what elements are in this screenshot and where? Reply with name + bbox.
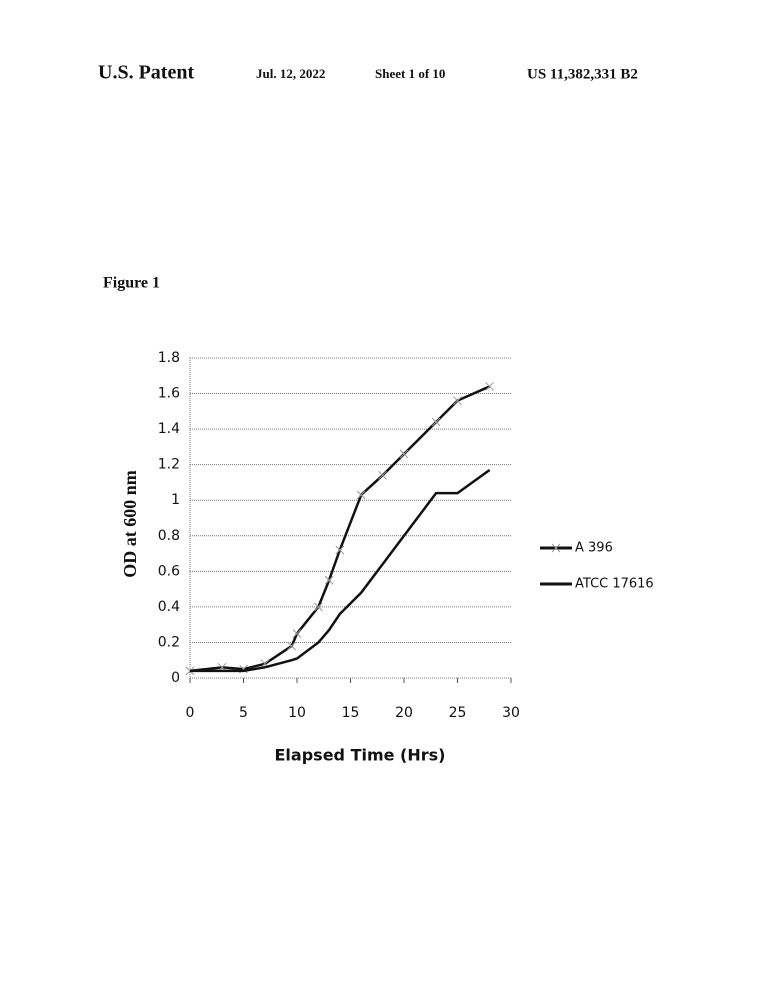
header-number: US 11,382,331 B2 xyxy=(527,66,638,82)
y-tick-label: 0.2 xyxy=(158,634,180,650)
series-marker xyxy=(379,471,387,479)
y-tick-label: 0 xyxy=(171,670,180,686)
x-tick-label: 0 xyxy=(186,705,195,721)
x-tick-label: 25 xyxy=(449,705,467,721)
header-left: U.S. Patent xyxy=(98,62,194,84)
series-marker xyxy=(432,418,440,426)
figure-label: Figure 1 xyxy=(103,275,160,292)
y-axis-label: OD at 600 nm xyxy=(120,470,140,578)
x-tick-label: 30 xyxy=(502,705,520,721)
x-tick-label: 15 xyxy=(342,705,360,721)
y-tick-label: 0.6 xyxy=(158,563,180,579)
y-tick-label: 1.2 xyxy=(158,457,180,473)
y-tick-label: 1 xyxy=(171,492,180,508)
series-marker xyxy=(400,450,408,458)
y-tick-label: 0.8 xyxy=(158,528,180,544)
x-tick-label: 20 xyxy=(395,705,413,721)
header-sheet: Sheet 1 of 10 xyxy=(375,66,445,81)
y-tick-label: 1.4 xyxy=(158,421,180,437)
header-date: Jul. 12, 2022 xyxy=(256,66,325,81)
x-tick-label: 5 xyxy=(239,705,248,721)
legend-label: ATCC 17616 xyxy=(575,577,654,592)
page: U.S. Patent Jul. 12, 2022 Sheet 1 of 10 … xyxy=(0,0,768,994)
y-tick-label: 1.6 xyxy=(158,386,180,402)
x-tick-label: 10 xyxy=(288,705,306,721)
y-tick-label: 1.8 xyxy=(158,350,180,366)
legend-label: A 396 xyxy=(575,541,613,556)
x-axis-label: Elapsed Time (Hrs) xyxy=(275,746,446,765)
y-tick-label: 0.4 xyxy=(158,599,180,615)
